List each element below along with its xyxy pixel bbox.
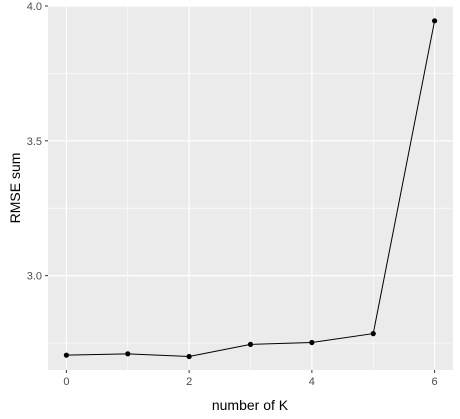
data-point — [247, 341, 254, 347]
y-tick-label: 3.5 — [27, 136, 42, 148]
data-point — [309, 339, 315, 346]
y-tick-label: 4.0 — [27, 1, 42, 13]
data-points — [63, 18, 438, 360]
axis-ticks — [45, 5, 436, 373]
y-tick-label: 3.0 — [27, 271, 42, 283]
data-point — [370, 331, 376, 337]
data-point — [125, 351, 131, 357]
data-point — [431, 18, 438, 24]
y-axis-title: RMSE sum — [7, 153, 23, 224]
x-tick-label: 6 — [432, 376, 438, 388]
major-gridlines — [48, 5, 453, 370]
data-point — [186, 353, 192, 360]
data-point — [63, 352, 70, 358]
tick-labels: 0 2 4 6 3.0 3.5 4.0 — [27, 1, 438, 388]
x-tick-label: 2 — [186, 376, 192, 388]
x-axis-title: number of K — [212, 397, 289, 413]
x-tick-label: 4 — [309, 376, 315, 388]
x-tick-label: 0 — [63, 376, 69, 388]
